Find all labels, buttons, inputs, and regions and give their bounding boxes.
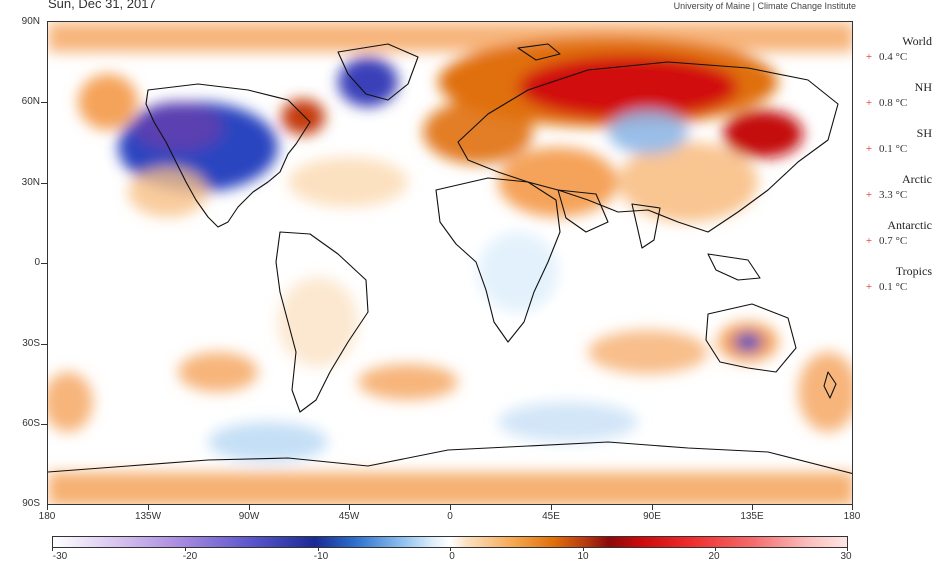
plus-icon: + [865, 281, 873, 293]
lat-tick [41, 102, 47, 103]
stat-label: Tropics [895, 264, 932, 278]
map-date: Sun, Dec 31, 2017 [48, 0, 156, 11]
lon-tick [349, 505, 350, 510]
colorbar-tick [185, 548, 186, 551]
colorbar-label: -10 [313, 551, 329, 562]
lat-label-60n: 60N [21, 96, 40, 107]
credit-line: University of Maine | Climate Change Ins… [673, 1, 856, 11]
stat-sh: SH +0.1 °C [862, 126, 938, 172]
colorbar-tick [52, 548, 53, 551]
lat-tick [41, 344, 47, 345]
stat-value: 0.8 °C [879, 97, 908, 109]
colorbar-label: -30 [52, 551, 68, 562]
coastlines [48, 43, 852, 475]
lat-label-60s: 60S [22, 418, 40, 429]
lat-tick [41, 183, 47, 184]
stat-antarctic: Antarctic +0.7 °C [862, 218, 938, 264]
anomaly-field [48, 22, 852, 504]
lon-label-135w: 135W [134, 511, 162, 522]
plus-icon: + [865, 189, 873, 201]
colorbar-label: 20 [708, 551, 720, 562]
colorbar-label: -20 [182, 551, 198, 562]
stat-world: World +0.4 °C [862, 34, 938, 80]
colorbar-label: 10 [577, 551, 589, 562]
lon-tick [752, 505, 753, 510]
colorbar-tick [583, 548, 584, 551]
lat-label-90s: 90S [22, 498, 40, 509]
map-canvas [48, 22, 852, 504]
colorbar-label: 0 [449, 551, 455, 562]
plus-icon: + [865, 235, 873, 247]
lon-label-180e: 180 [843, 511, 861, 522]
lon-label-90w: 90W [238, 511, 260, 522]
lon-tick [652, 505, 653, 510]
stat-value: 0.4 °C [879, 51, 908, 63]
lon-tick [450, 505, 451, 510]
stat-tropics: Tropics +0.1 °C [862, 264, 938, 310]
temperature-anomaly-map [47, 21, 853, 505]
plus-icon: + [865, 97, 873, 109]
lon-tick [852, 505, 853, 510]
lat-tick [41, 424, 47, 425]
stat-label: SH [916, 126, 932, 140]
lon-label-0: 0 [447, 511, 453, 522]
colorbar-label: 30 [840, 551, 852, 562]
colorbar-tick [847, 548, 848, 551]
stat-value: 0.1 °C [879, 143, 908, 155]
stat-label: Antarctic [887, 218, 932, 232]
plus-icon: + [865, 51, 873, 63]
lat-tick [41, 263, 47, 264]
lon-tick [249, 505, 250, 510]
stat-value: 0.1 °C [879, 281, 908, 293]
lon-tick [148, 505, 149, 510]
colorbar-tick [318, 548, 319, 551]
lon-label-180w: 180 [38, 511, 56, 522]
colorbar [52, 536, 848, 548]
regional-anomaly-panel: World +0.4 °C NH +0.8 °C SH +0.1 °C Arct… [862, 34, 938, 310]
stat-label: NH [914, 80, 932, 94]
lon-tick [47, 505, 48, 510]
stat-value: 0.7 °C [879, 235, 908, 247]
lon-tick [551, 505, 552, 510]
stat-value: 3.3 °C [879, 189, 908, 201]
lat-label-30n: 30N [21, 177, 40, 188]
lat-label-90n: 90N [21, 16, 40, 27]
stat-arctic: Arctic +3.3 °C [862, 172, 938, 218]
lon-label-135e: 135E [740, 511, 764, 522]
lat-label-30s: 30S [22, 338, 40, 349]
stat-nh: NH +0.8 °C [862, 80, 938, 126]
colorbar-tick [450, 548, 451, 551]
lon-label-45e: 45E [542, 511, 560, 522]
plus-icon: + [865, 143, 873, 155]
lon-label-45w: 45W [338, 511, 360, 522]
stat-label: Arctic [902, 172, 932, 186]
stat-label: World [902, 34, 932, 48]
colorbar-tick [715, 548, 716, 551]
lon-label-90e: 90E [643, 511, 661, 522]
lat-label-0: 0 [34, 257, 40, 268]
